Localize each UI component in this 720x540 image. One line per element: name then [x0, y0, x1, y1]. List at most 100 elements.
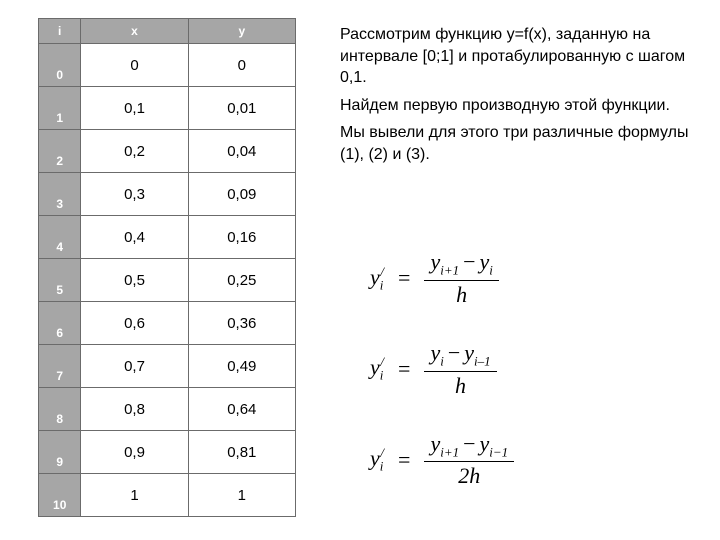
denominator: h — [450, 283, 473, 307]
formula-2: yi/ = yi−yi–1 h — [370, 341, 670, 398]
term-b-sub: i−1 — [489, 444, 508, 459]
row-index: 6 — [39, 302, 81, 345]
row-index: 10 — [39, 474, 81, 517]
table-row: 000 — [39, 44, 296, 87]
row-index: 2 — [39, 130, 81, 173]
formula-lhs: yi/ — [370, 264, 384, 294]
page: i x y 000 10,10,01 20,20,04 30,30,09 40,… — [0, 0, 720, 540]
term-b: y — [464, 340, 474, 365]
col-header-y: y — [188, 19, 295, 44]
row-index: 1 — [39, 87, 81, 130]
term-a: y — [430, 340, 440, 365]
table-row: 70,70,49 — [39, 345, 296, 388]
lhs-base: y — [370, 446, 380, 471]
term-b: y — [480, 249, 490, 274]
description-text: Рассмотрим функцию y=f(x), заданную на и… — [340, 24, 690, 172]
formula-lhs: yi/ — [370, 445, 384, 475]
term-a: y — [430, 249, 440, 274]
cell-x: 0,2 — [81, 130, 188, 173]
cell-y: 0,49 — [188, 345, 295, 388]
table-row: 40,40,16 — [39, 216, 296, 259]
table-header-row: i x y — [39, 19, 296, 44]
cell-x: 0,7 — [81, 345, 188, 388]
lhs-sup: / — [380, 445, 384, 460]
cell-x: 0,9 — [81, 431, 188, 474]
equals-sign: = — [394, 265, 414, 291]
term-a: y — [430, 431, 440, 456]
row-index: 9 — [39, 431, 81, 474]
table-row: 30,30,09 — [39, 173, 296, 216]
table-row: 50,50,25 — [39, 259, 296, 302]
cell-y: 0,81 — [188, 431, 295, 474]
cell-x: 0,6 — [81, 302, 188, 345]
fraction: yi+1−yi−1 2h — [424, 432, 514, 489]
row-index: 7 — [39, 345, 81, 388]
denominator: h — [449, 374, 472, 398]
row-index: 8 — [39, 388, 81, 431]
table-row: 1011 — [39, 474, 296, 517]
row-index: 0 — [39, 44, 81, 87]
cell-x: 0,5 — [81, 259, 188, 302]
row-index: 4 — [39, 216, 81, 259]
formula-3: yi/ = yi+1−yi−1 2h — [370, 432, 670, 489]
cell-y: 0,09 — [188, 173, 295, 216]
col-header-x: x — [81, 19, 188, 44]
cell-y: 0,04 — [188, 130, 295, 173]
table-row: 20,20,04 — [39, 130, 296, 173]
cell-y: 0 — [188, 44, 295, 87]
row-index: 3 — [39, 173, 81, 216]
table-row: 90,90,81 — [39, 431, 296, 474]
numerator: yi−yi–1 — [424, 341, 496, 369]
cell-y: 1 — [188, 474, 295, 517]
data-table: i x y 000 10,10,01 20,20,04 30,30,09 40,… — [38, 18, 296, 517]
table-row: 80,80,64 — [39, 388, 296, 431]
cell-x: 0,1 — [81, 87, 188, 130]
term-b-sub: i–1 — [474, 353, 491, 368]
minus-op: − — [444, 340, 464, 365]
equals-sign: = — [394, 447, 414, 473]
table-body: 000 10,10,01 20,20,04 30,30,09 40,40,16 … — [39, 44, 296, 517]
fraction: yi−yi–1 h — [424, 341, 496, 398]
formula-1: yi/ = yi+1−yi h — [370, 250, 670, 307]
col-header-i: i — [39, 19, 81, 44]
cell-x: 0 — [81, 44, 188, 87]
lhs-sup: / — [380, 354, 384, 369]
paragraph-3: Мы вывели для этого три различные формул… — [340, 122, 690, 165]
table-row: 10,10,01 — [39, 87, 296, 130]
minus-op: − — [459, 249, 479, 274]
row-index: 5 — [39, 259, 81, 302]
numerator: yi+1−yi−1 — [424, 432, 514, 460]
lhs-sup: / — [380, 264, 384, 279]
fraction-bar — [424, 280, 498, 281]
lhs-sub: i — [380, 459, 384, 474]
numerator: yi+1−yi — [424, 250, 498, 278]
cell-y: 0,16 — [188, 216, 295, 259]
fraction-bar — [424, 461, 514, 462]
fraction-bar — [424, 371, 496, 372]
formula-lhs: yi/ — [370, 354, 384, 384]
term-b: y — [480, 431, 490, 456]
cell-y: 0,64 — [188, 388, 295, 431]
lhs-base: y — [370, 355, 380, 380]
cell-x: 0,8 — [81, 388, 188, 431]
lhs-sub: i — [380, 368, 384, 383]
term-a-sub: i+1 — [440, 444, 459, 459]
cell-y: 0,36 — [188, 302, 295, 345]
paragraph-1: Рассмотрим функцию y=f(x), заданную на и… — [340, 24, 690, 89]
cell-x: 0,3 — [81, 173, 188, 216]
cell-x: 1 — [81, 474, 188, 517]
denominator: 2h — [452, 464, 486, 488]
cell-x: 0,4 — [81, 216, 188, 259]
cell-y: 0,25 — [188, 259, 295, 302]
term-b-sub: i — [489, 262, 493, 277]
table-row: 60,60,36 — [39, 302, 296, 345]
equals-sign: = — [394, 356, 414, 382]
lhs-sub: i — [380, 277, 384, 292]
cell-y: 0,01 — [188, 87, 295, 130]
fraction: yi+1−yi h — [424, 250, 498, 307]
term-a-sub: i+1 — [440, 262, 459, 277]
paragraph-2: Найдем первую производную этой функции. — [340, 95, 690, 117]
lhs-base: y — [370, 264, 380, 289]
minus-op: − — [459, 431, 479, 456]
formula-block: yi/ = yi+1−yi h yi/ = yi−yi–1 h — [370, 250, 670, 523]
